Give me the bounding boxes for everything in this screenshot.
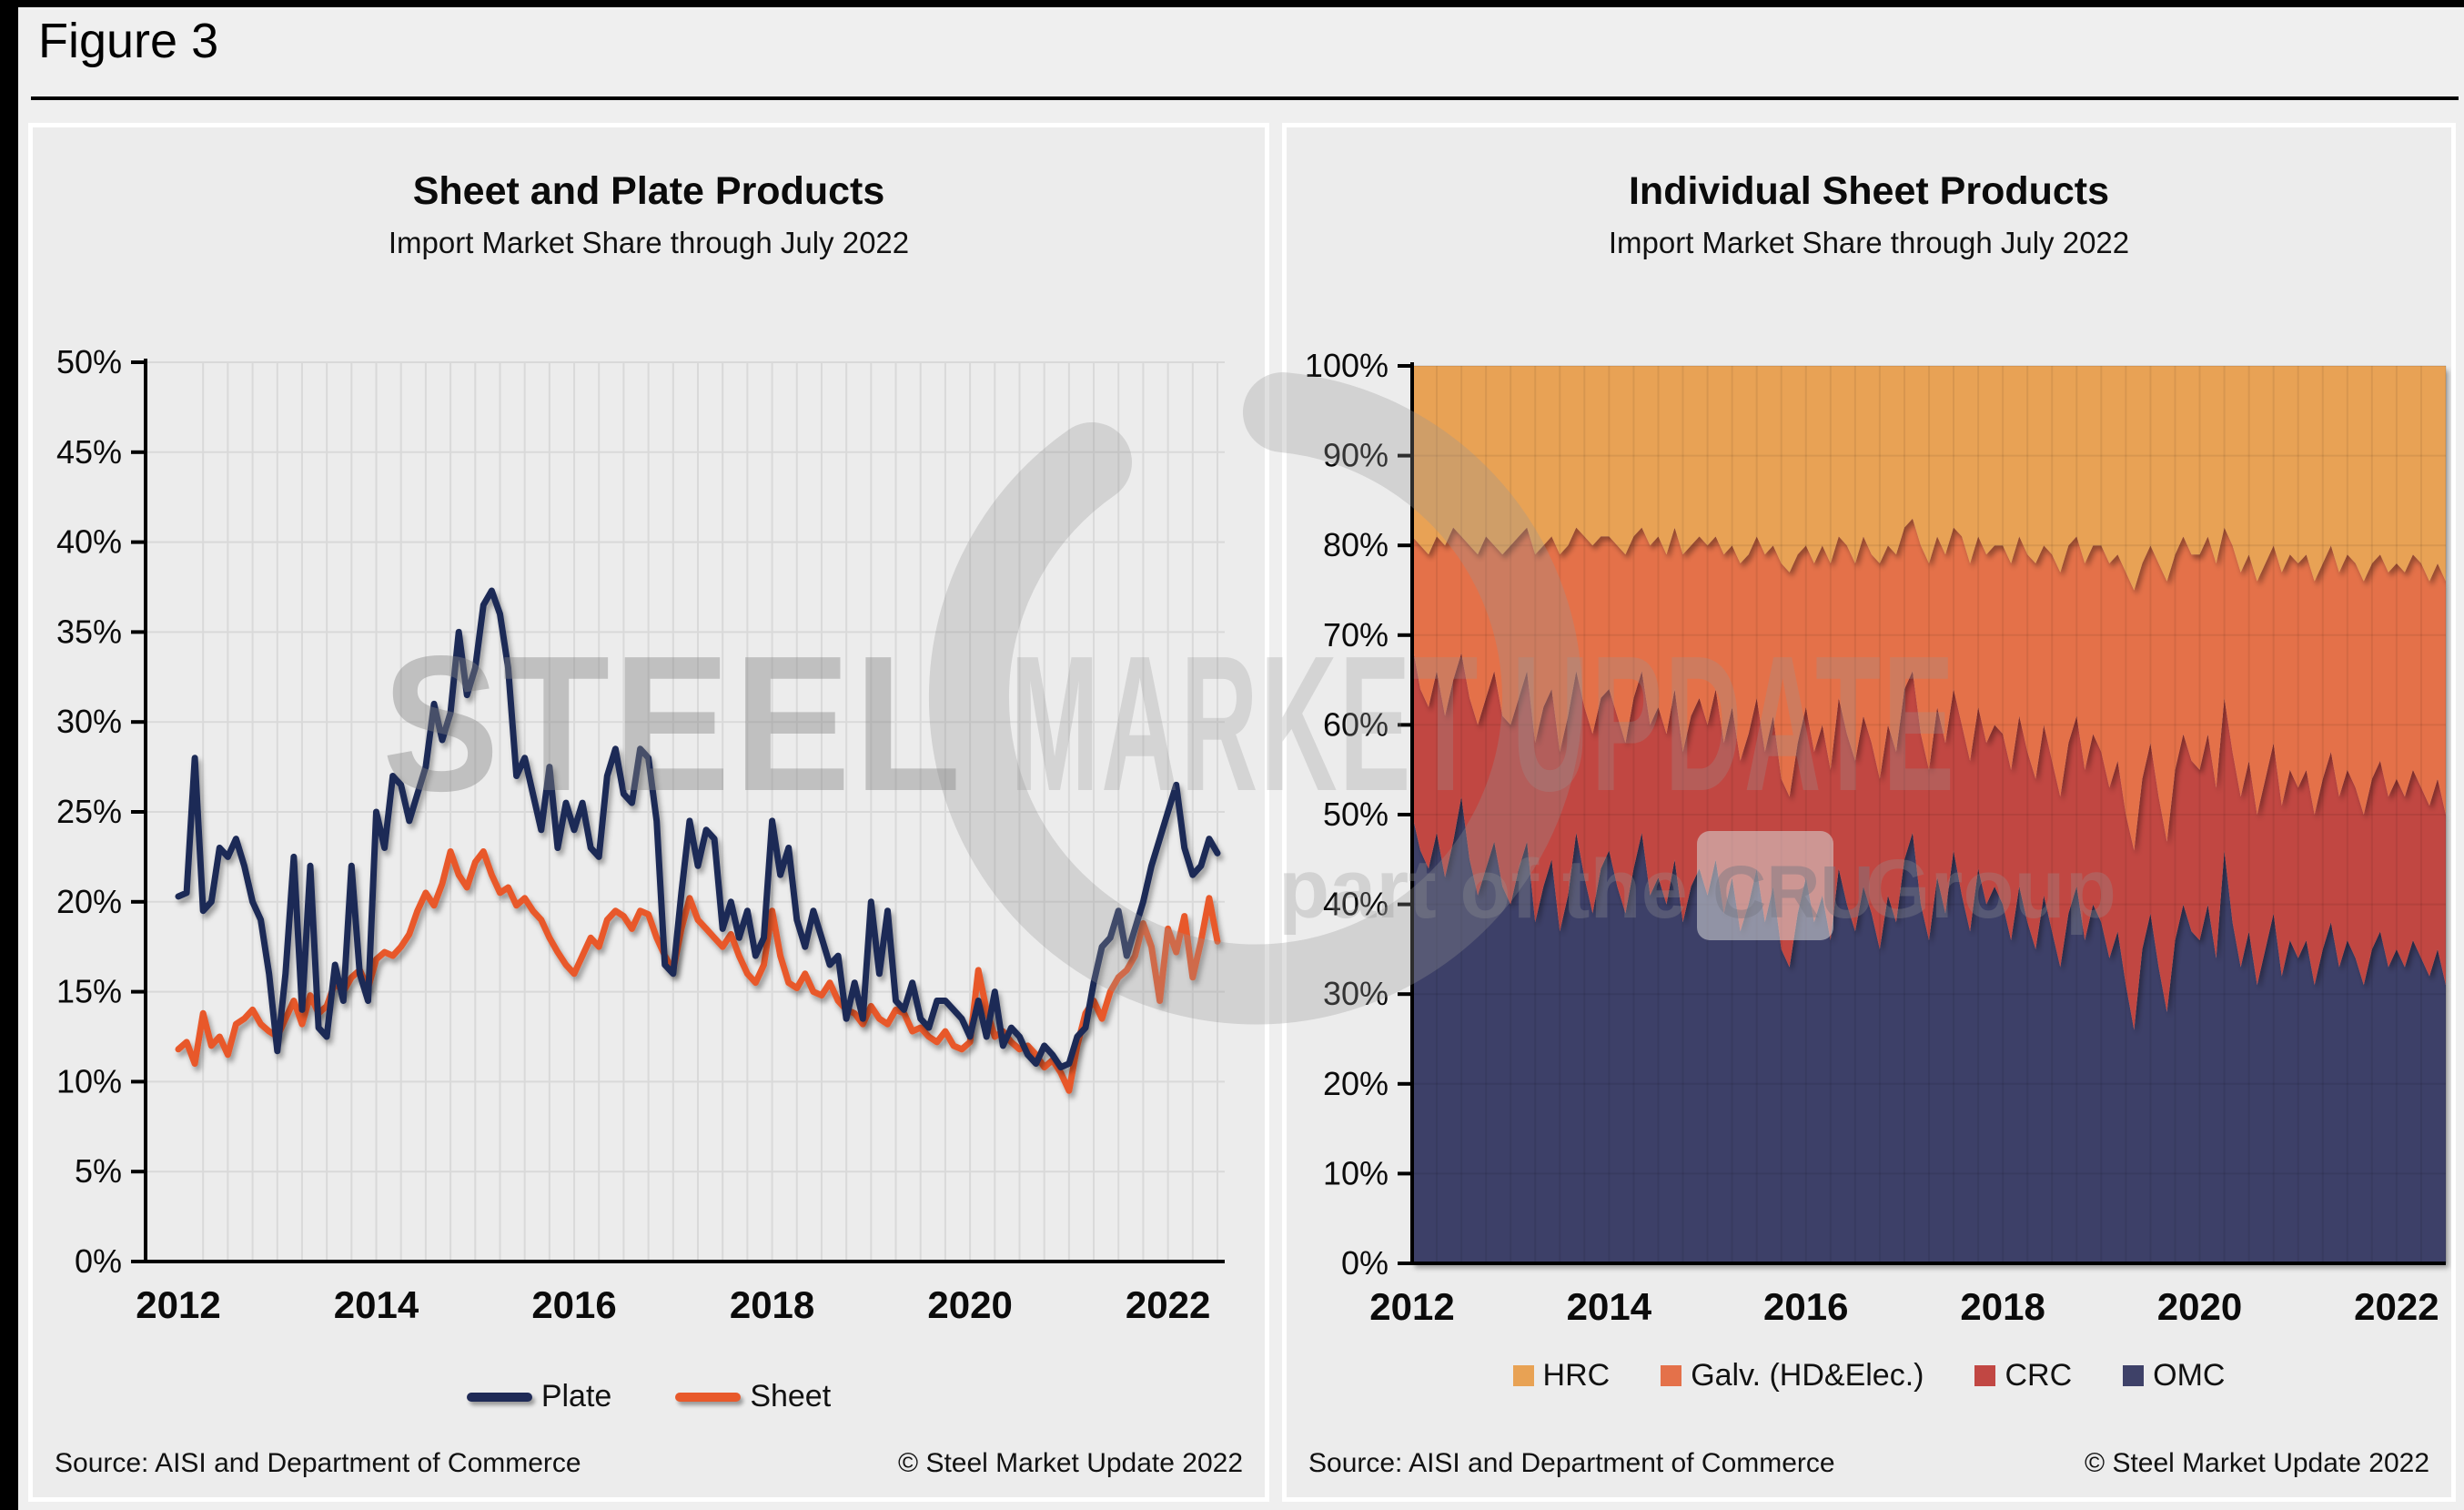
line-chart-plot: 0%5%10%15%20%25%30%35%40%45%50%2012 2014 2… [56, 343, 1225, 1326]
x-tick-label: 2012 [1369, 1285, 1454, 1328]
source-text-left: Source: AISI and Department of Commerce [55, 1448, 581, 1478]
legend-label: Sheet [750, 1379, 832, 1414]
y-tick-label: 15% [56, 973, 122, 1010]
legend-item-galv-hd-elec-: Galv. (HD&Elec.) [1661, 1358, 1924, 1393]
legend-line-swatch [466, 1392, 532, 1402]
legend-label: CRC [2005, 1358, 2073, 1393]
legend-square-swatch [1661, 1365, 1682, 1386]
gridlines [1412, 365, 2447, 1263]
y-tick-label: 30% [56, 703, 122, 740]
x-tick-label: 2022 [1126, 1283, 1210, 1326]
x-tick-label: 2012 [136, 1283, 220, 1326]
axes: 0%5%10%15%20%25%30%35%40%45%50%2012 2014 2… [56, 343, 1225, 1326]
stacked-areas [1412, 366, 2446, 1263]
header-rule [31, 96, 2459, 100]
chart-subtitle-right: Import Market Share through July 2022 [1608, 226, 2130, 259]
source-text-right: Source: AISI and Department of Commerce [1308, 1448, 1835, 1478]
footer-right: Source: AISI and Department of Commerce … [1308, 1448, 2429, 1479]
chart-subtitle-left: Import Market Share through July 2022 [388, 226, 910, 259]
legend-line-swatch [675, 1392, 742, 1402]
legend-square-swatch [2123, 1365, 2145, 1386]
y-tick-label: 45% [56, 433, 122, 471]
y-tick-label: 60% [1323, 705, 1389, 743]
x-tick-label: 2018 [1960, 1285, 2045, 1328]
chart-title-right: Individual Sheet Products [1628, 169, 2110, 213]
x-tick-label: 2020 [927, 1283, 1012, 1326]
x-tick-label: 2018 [730, 1283, 814, 1326]
legend-label: HRC [1542, 1358, 1611, 1393]
y-tick-label: 50% [1323, 796, 1389, 833]
x-axis-labels: 2012 2014 2016 2018 2020 2022 [1369, 1285, 2439, 1328]
y-tick-label: 30% [1323, 975, 1389, 1012]
panel-individual-sheet: Individual Sheet Products Import Market … [1282, 123, 2456, 1502]
x-tick-label: 2016 [1763, 1285, 1848, 1328]
legend-label: OMC [2153, 1358, 2226, 1393]
x-tick-label: 2022 [2354, 1285, 2439, 1328]
legend-square-swatch [1974, 1365, 1996, 1386]
y-tick-label: 10% [1323, 1154, 1389, 1191]
area-band-hrc [1412, 366, 2446, 591]
legend-item-sheet: Sheet [675, 1379, 831, 1414]
copyright-text-right: © Steel Market Update 2022 [2085, 1448, 2429, 1478]
area-band-galv-hd-elec- [1412, 518, 2446, 851]
x-tick-label: 2016 [531, 1283, 616, 1326]
legend-left: Plate Sheet [33, 1379, 1265, 1414]
footer-left: Source: AISI and Department of Commerce … [55, 1448, 1243, 1479]
series-line-sheet [175, 848, 1221, 1094]
y-tick-label: 35% [56, 613, 122, 650]
legend-item-plate: Plate [466, 1379, 612, 1414]
x-axis-labels: 2012 2014 2016 2018 2020 2022 [136, 1283, 1210, 1326]
area-band-omc [1412, 796, 2446, 1263]
series-line-plate [175, 587, 1221, 1071]
y-axis-ticks: 0% 10% 20% 30% 40% 50% 60% 70% 80% 90% 100% [1305, 347, 1412, 1282]
y-tick-label: 70% [1323, 616, 1389, 654]
y-tick-label: 0% [1341, 1244, 1389, 1282]
y-tick-label: 25% [56, 793, 122, 830]
y-tick-label: 40% [1323, 886, 1389, 923]
legend-item-hrc: HRC [1512, 1358, 1611, 1393]
y-tick-label: 20% [56, 883, 122, 920]
y-tick-label: 20% [1323, 1065, 1389, 1102]
legend-right: HRC Galv. (HD&Elec.) CRC OMC [1287, 1358, 2451, 1393]
y-tick-label: 5% [75, 1152, 122, 1190]
y-tick-label: 0% [75, 1242, 122, 1280]
area-band-crc [1412, 644, 2446, 1030]
y-tick-label: 90% [1323, 437, 1389, 474]
figure-label: Figure 3 [38, 14, 219, 68]
figure-page: Figure 3 Sheet and Plate Products Import… [18, 7, 2464, 1510]
y-tick-label: 50% [56, 343, 122, 380]
y-tick-label: 80% [1323, 526, 1389, 563]
x-tick-label: 2014 [1567, 1285, 1652, 1328]
legend-label: Galv. (HD&Elec.) [1691, 1358, 1924, 1393]
legend-label: Plate [540, 1379, 612, 1414]
y-tick-label: 10% [56, 1062, 122, 1100]
x-tick-label: 2014 [334, 1283, 419, 1326]
y-tick-label: 40% [56, 523, 122, 561]
area-chart-plot: 0%10%20%30%40%50%60%70%80%90%100%2012 201… [1305, 347, 2447, 1328]
legend-item-omc: OMC [2123, 1358, 2225, 1393]
chart-title-left: Sheet and Plate Products [412, 169, 885, 213]
y-axis-ticks: 0% 5% 10% 15% 20% 25% 30% 35% 40% 45% 50% [56, 343, 146, 1280]
copyright-text-left: © Steel Market Update 2022 [898, 1448, 1243, 1478]
x-tick-label: 2020 [2157, 1285, 2242, 1328]
gridlines [146, 361, 1225, 1262]
legend-item-crc: CRC [1974, 1358, 2072, 1393]
y-tick-label: 100% [1305, 347, 1389, 384]
axes: 0%10%20%30%40%50%60%70%80%90%100%2012 201… [1305, 347, 2446, 1328]
panel-sheet-and-plate: Sheet and Plate Products Import Market S… [28, 123, 1269, 1502]
legend-square-swatch [1512, 1365, 1534, 1386]
